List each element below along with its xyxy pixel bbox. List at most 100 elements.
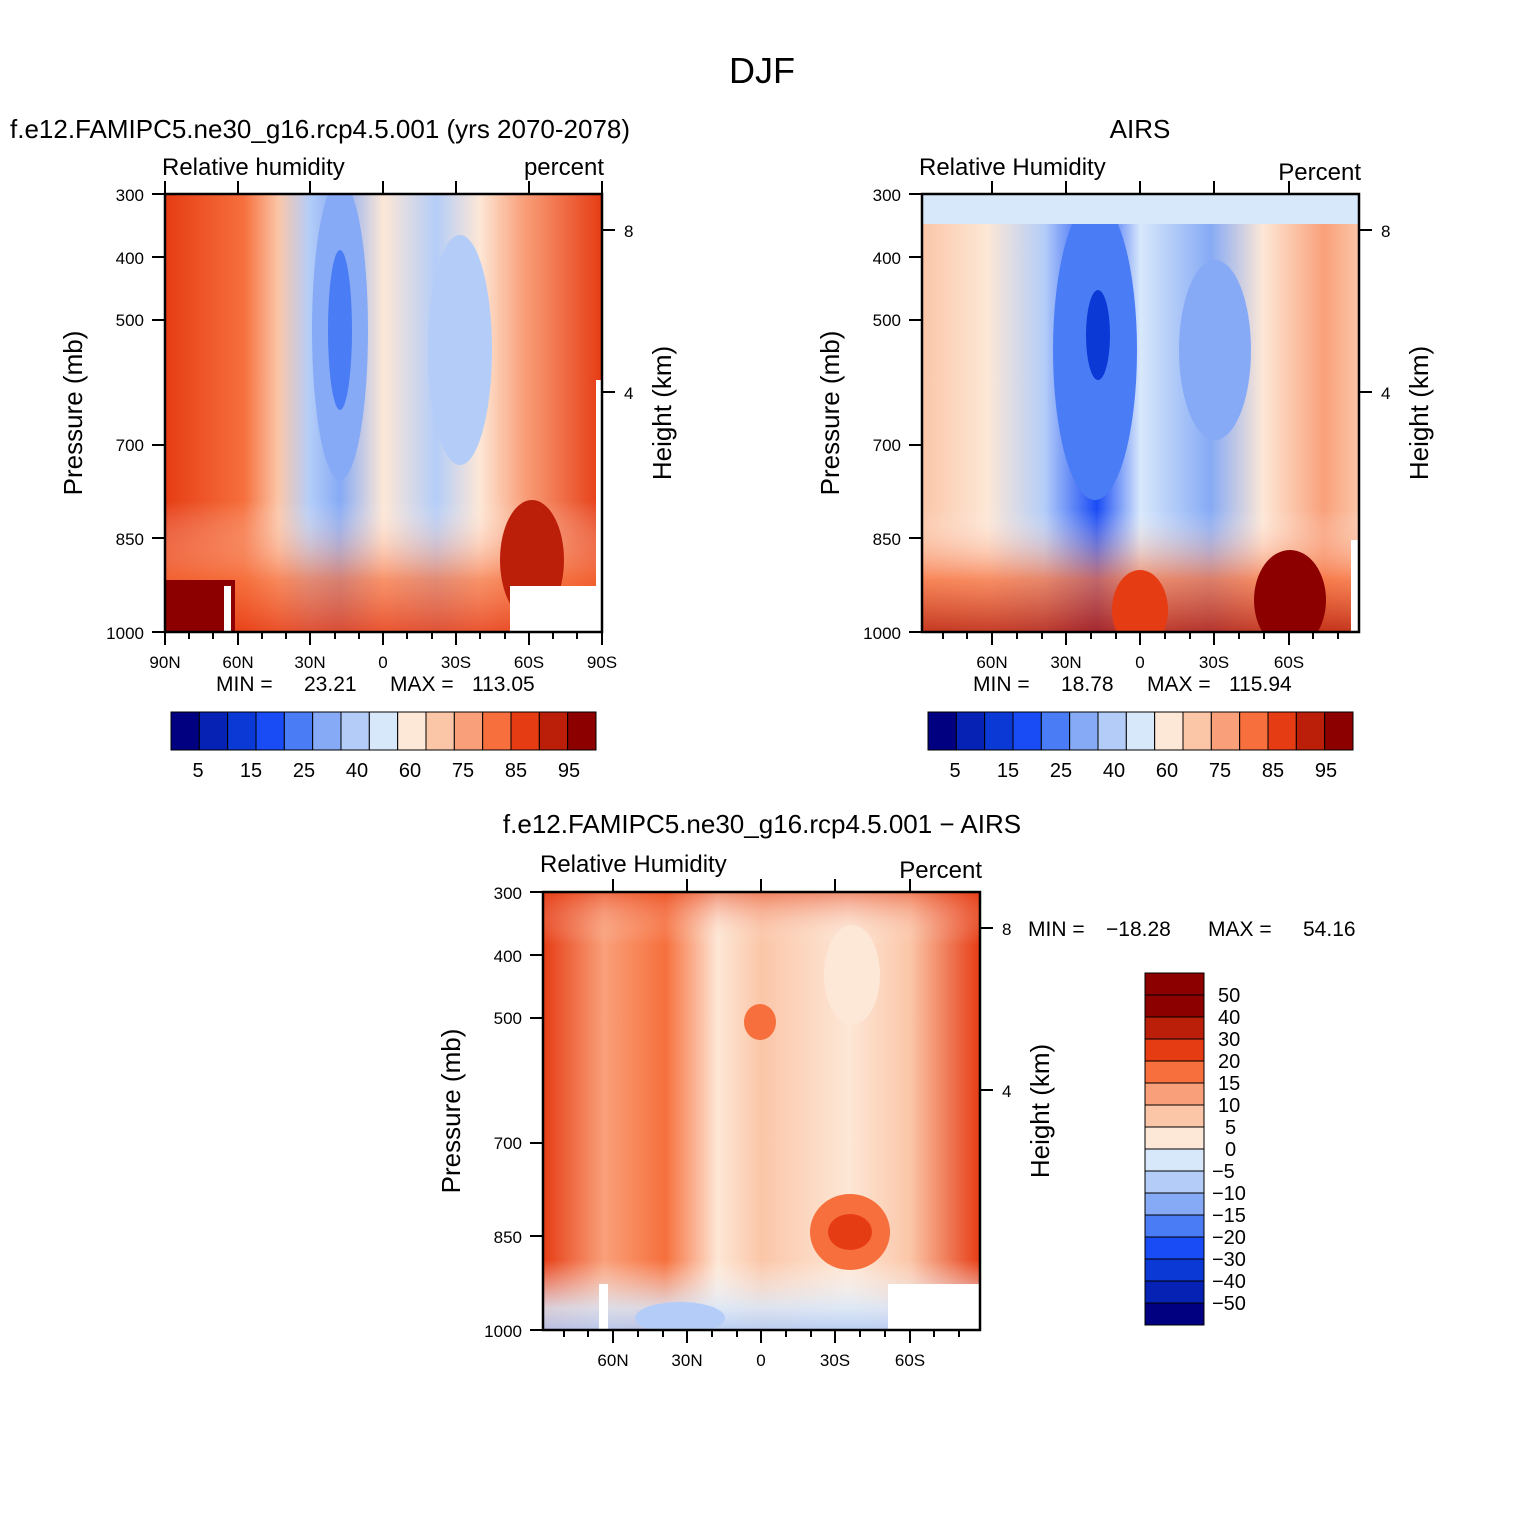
colorbar-box: [1144, 994, 1205, 1018]
colorbar-box: [984, 711, 1014, 751]
y2-tick-label: 8: [1381, 222, 1390, 241]
colorbar-box: [283, 711, 314, 751]
missing-strip-nh: [599, 1284, 608, 1330]
x-tick-label: 90S: [587, 653, 617, 672]
panel-difference: f.e12.FAMIPC5.ne30_g16.rcp4.5.001 − AIRS…: [436, 809, 1356, 1370]
colorbar-box: [1012, 711, 1042, 751]
colorbar-boxes: [927, 711, 1354, 751]
colorbar-boxes: [170, 711, 597, 751]
min-label: MIN =: [1028, 918, 1085, 941]
colorbar-box: [1144, 1280, 1205, 1304]
left-label: Relative humidity: [162, 154, 345, 181]
min-value: 18.78: [1061, 673, 1114, 696]
colorbar-box: [1144, 1038, 1205, 1062]
dry-core-south: [428, 235, 492, 465]
panel-title: AIRS: [1110, 114, 1171, 144]
x-axis: 60N 30N 0 30S 60S: [563, 879, 960, 1370]
y2-tick-label: 8: [1002, 920, 1011, 939]
colorbar-label: 25: [293, 760, 315, 782]
y-tick-label: 1000: [106, 624, 144, 643]
colorbar-box: [1210, 711, 1241, 751]
y2-tick-label: 8: [624, 222, 633, 241]
y2-ticks: [1359, 229, 1372, 393]
min-label: MIN =: [216, 673, 273, 696]
max-value: 54.16: [1303, 918, 1356, 941]
left-label: Relative Humidity: [919, 154, 1106, 181]
colorbar-label: 0: [1225, 1139, 1236, 1161]
colorbar-label: 50: [1218, 985, 1240, 1007]
upper-dry-band: [922, 194, 1359, 224]
dry-core-north-inner: [328, 250, 352, 410]
colorbar-box: [1144, 1170, 1205, 1194]
contour-field: [165, 194, 602, 632]
colorbar-label: −20: [1212, 1227, 1246, 1249]
y-ticks: [530, 891, 543, 1331]
y-axis: 300 400 500 700 850 1000 Pressure (mb): [58, 186, 165, 643]
colorbar-box: [1040, 711, 1071, 751]
y2-axis-title: Height (km): [1404, 346, 1434, 480]
y-tick-label: 850: [873, 530, 901, 549]
colorbar-label: 15: [997, 760, 1019, 782]
y-tick-label: 700: [494, 1134, 522, 1153]
y-tick-label: 300: [494, 884, 522, 903]
colorbar-box: [1144, 1016, 1205, 1040]
main-title: DJF: [729, 50, 795, 91]
colorbar-box: [955, 711, 986, 751]
colorbar-box: [510, 711, 540, 751]
y-axis: 300 400 500 700 850 1000 Pressure (mb): [436, 884, 543, 1341]
colorbar-box: [1144, 972, 1205, 996]
colorbar-label: 5: [192, 760, 203, 782]
colorbar-box: [1239, 711, 1269, 751]
y-tick-label: 500: [494, 1009, 522, 1028]
dry-core-south: [1179, 260, 1251, 440]
y-tick-label: 500: [873, 311, 901, 330]
panel-title: f.e12.FAMIPC5.ne30_g16.rcp4.5.001 (yrs 2…: [10, 114, 630, 144]
missing-region-sh: [510, 586, 602, 632]
panel-airs-rh: AIRS Relative Humidity Percent 300 400 5…: [815, 114, 1434, 782]
min-value: −18.28: [1106, 918, 1171, 941]
y-tick-label: 300: [116, 186, 144, 205]
max-label: MAX =: [390, 673, 454, 696]
min-label: MIN =: [973, 673, 1030, 696]
colorbar-box: [1154, 711, 1184, 751]
colorbar-label: 40: [1218, 1007, 1240, 1029]
colorbar-label: 5: [949, 760, 960, 782]
y2-tick-label: 4: [1002, 1082, 1011, 1101]
colorbar-box: [1097, 711, 1127, 751]
colorbar-box: [538, 711, 569, 751]
x-tick-label: 30N: [1050, 653, 1081, 672]
moist-max-sh: [1254, 550, 1326, 632]
missing-strip-sp: [596, 380, 602, 590]
colorbar-box: [1125, 711, 1156, 751]
x-tick-label: 0: [756, 1351, 765, 1370]
colorbar-box: [198, 711, 229, 751]
colorbar-label: 10: [1218, 1095, 1240, 1117]
colorbar-box: [1144, 1192, 1205, 1216]
colorbar-label: −50: [1212, 1293, 1246, 1315]
colorbar-box: [1267, 711, 1297, 751]
colorbar-box: [1144, 1126, 1205, 1150]
max-value: 115.94: [1229, 673, 1292, 696]
moist-max-nh: [165, 580, 235, 632]
x-tick-label: 60N: [976, 653, 1007, 672]
colorbar-box: [1324, 711, 1354, 751]
colorbar-box: [425, 711, 455, 751]
y-axis-title: Pressure (mb): [815, 331, 845, 496]
x-tick-label: 60N: [222, 653, 253, 672]
colorbar-box: [368, 711, 399, 751]
y-axis-title: Pressure (mb): [436, 1029, 466, 1194]
missing-strip-sp: [1351, 540, 1359, 632]
x-tick-label: 30S: [441, 653, 471, 672]
x-tick-label: 30S: [820, 1351, 850, 1370]
y-tick-label: 400: [494, 947, 522, 966]
contour-field: [922, 194, 1359, 632]
y2-tick-label: 4: [1381, 384, 1390, 403]
y-axis: 300 400 500 700 850 1000 Pressure (mb): [815, 186, 922, 643]
colorbar-box: [1295, 711, 1326, 751]
x-tick-label: 30N: [294, 653, 325, 672]
min-value: 23.21: [304, 673, 357, 696]
colorbar-label: −5: [1212, 1161, 1235, 1183]
colorbar-box: [1144, 1214, 1205, 1238]
x-tick-label: 60S: [514, 653, 544, 672]
